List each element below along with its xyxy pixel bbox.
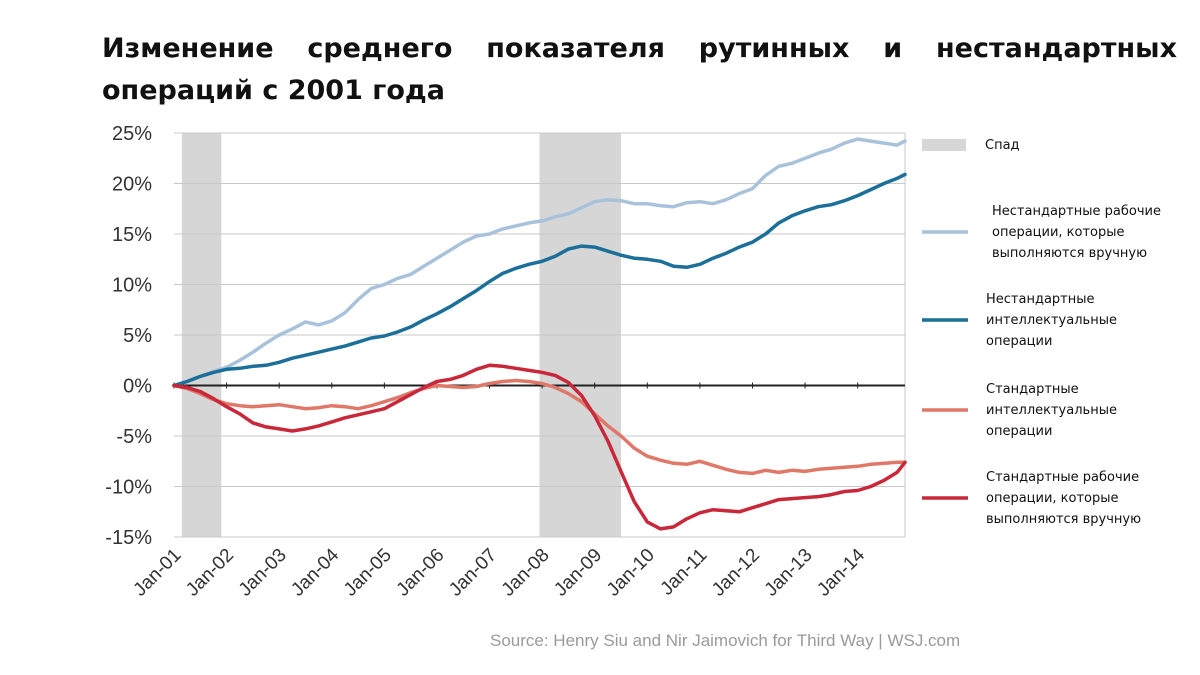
legend-label-line: Стандартные рабочие	[986, 469, 1140, 485]
legend-label-line: Нестандартные	[986, 291, 1095, 307]
y-tick-label: 10%	[112, 275, 152, 297]
series-line-1	[172, 137, 907, 388]
y-tick-label: -10%	[105, 477, 152, 499]
legend-label-line: операции, которые	[986, 490, 1119, 506]
legend-swatch-recession	[922, 139, 966, 151]
legend-item-0: Спад	[985, 135, 1020, 156]
legend-label-line: интеллектуальные	[986, 402, 1117, 418]
x-tick-label: Jan-12	[708, 545, 764, 601]
x-tick-label: Jan-13	[761, 545, 817, 601]
x-tick-label: Jan-14	[813, 544, 869, 600]
series-line-3	[172, 378, 907, 476]
series-line-2	[172, 172, 907, 388]
legend-label-line: операции	[986, 333, 1053, 349]
legend-label-line: операции, которые	[992, 224, 1125, 240]
legend-label-line: Нестандартные рабочие	[992, 203, 1161, 219]
x-tick-label: Jan-03	[235, 545, 291, 601]
chart-title: Изменение среднего показателя рутинных и…	[102, 33, 1177, 106]
series-lines	[172, 137, 907, 531]
legend-item-1: Нестандартные рабочие операции, которые вы…	[992, 201, 1161, 264]
x-tick-label: Jan-06	[393, 545, 449, 601]
legend-label-line: интеллектуальные	[986, 312, 1117, 328]
x-tick-label: Jan-09	[550, 545, 606, 601]
x-tick-label: Jan-11	[657, 545, 712, 600]
legend-label-line: выполняются вручную	[986, 511, 1142, 527]
legend-item-3: Стандартные интеллектуальные операции	[986, 379, 1117, 442]
y-tick-label: 25%	[112, 123, 152, 145]
legend-item-4: Стандартные рабочие операции, которые выпо…	[986, 467, 1141, 530]
x-tick-label: Jan-07	[445, 545, 501, 601]
x-tick-label: Jan-05	[340, 545, 396, 601]
y-tick-label: 20%	[112, 174, 152, 196]
grid-lines	[174, 132, 906, 538]
y-axis-ticks: 25% 20% 15% 10% 5% 0% -5% -10% -15%	[105, 123, 152, 549]
x-tick-label: Jan-01	[130, 545, 186, 601]
y-tick-label: 0%	[123, 376, 152, 398]
legend-swatches	[922, 139, 968, 500]
y-tick-label: -5%	[116, 426, 152, 448]
x-tick-label: Jan-08	[498, 545, 554, 601]
legend-label-line: Спад	[985, 137, 1020, 153]
x-tick-label: Jan-02	[182, 545, 238, 601]
y-tick-label: -15%	[105, 527, 152, 549]
legend-item-2: Нестандартные интеллектуальные операции	[986, 289, 1117, 352]
legend-label-line: Стандартные	[986, 381, 1079, 397]
x-tick-label: Jan-04	[287, 544, 343, 600]
y-tick-label: 5%	[123, 325, 152, 347]
y-tick-label: 15%	[112, 224, 152, 246]
source-note: Source: Henry Siu and Nir Jaimovich for …	[490, 631, 961, 650]
legend-label-line: операции	[986, 423, 1053, 439]
legend-label-line: выполняются вручную	[992, 245, 1148, 261]
x-tick-label: Jan-10	[603, 545, 659, 601]
series-line-4	[172, 363, 907, 531]
